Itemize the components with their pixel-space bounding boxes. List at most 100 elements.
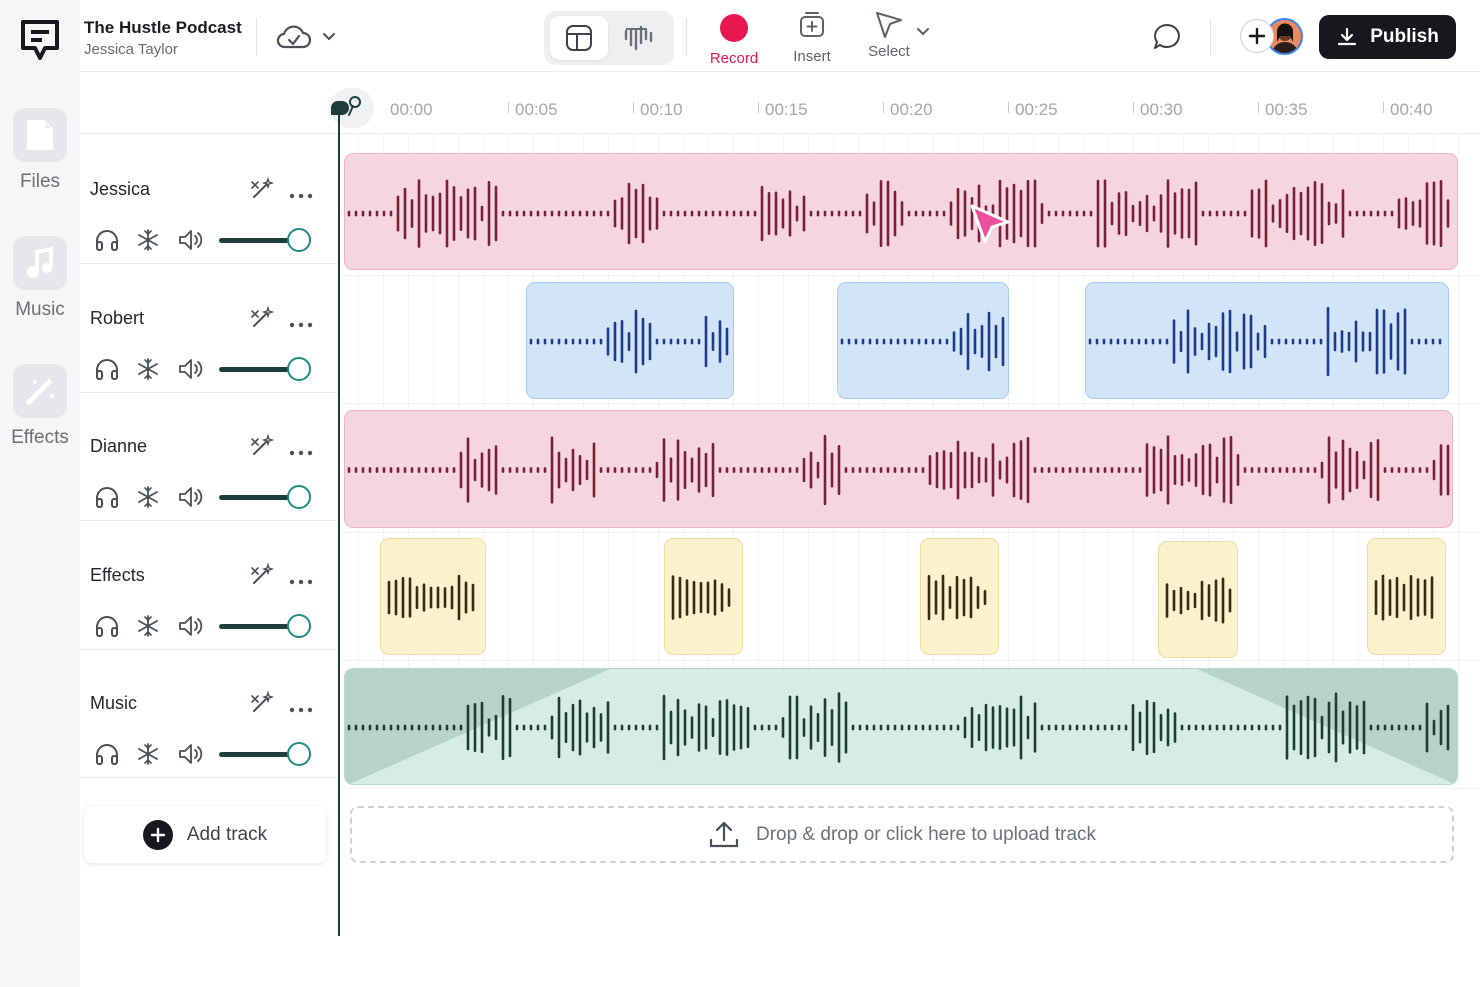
volume-slider-track[interactable] — [219, 238, 299, 243]
timeline-ruler[interactable]: 00:00 00:05 00:10 00:15 00:20 00:25 00:3… — [80, 72, 1480, 134]
cloud-sync-button[interactable] — [276, 20, 346, 54]
audio-clip[interactable] — [344, 410, 1453, 528]
sidebar-item-music[interactable]: Music — [0, 236, 80, 321]
divider — [256, 18, 257, 56]
volume-slider-handle[interactable] — [287, 742, 311, 766]
volume-slider-handle[interactable] — [287, 228, 311, 252]
audio-clip[interactable] — [1158, 541, 1238, 658]
record-dot-icon — [720, 14, 748, 42]
volume-slider-handle[interactable] — [287, 485, 311, 509]
freeze-icon[interactable] — [136, 742, 160, 771]
track-header: Effects — [80, 522, 338, 650]
playhead-line — [338, 108, 340, 936]
waveform — [347, 179, 1450, 248]
headphones-icon[interactable] — [94, 742, 120, 771]
magic-wand-icon[interactable] — [249, 433, 275, 464]
freeze-icon[interactable] — [136, 357, 160, 386]
layout-view-button[interactable] — [550, 16, 608, 60]
collaborator-cursor-icon — [970, 204, 1010, 244]
plus-circle-icon — [142, 819, 173, 850]
more-options-icon[interactable] — [289, 315, 313, 328]
speaker-icon[interactable] — [177, 485, 203, 514]
more-options-icon[interactable] — [289, 700, 313, 713]
audio-clip[interactable] — [344, 153, 1458, 270]
waveform-view-button[interactable] — [610, 16, 668, 60]
magic-wand-icon[interactable] — [249, 176, 275, 207]
layout-grid-icon — [566, 25, 592, 51]
volume-slider-track[interactable] — [219, 624, 299, 629]
audio-clip[interactable] — [380, 538, 486, 655]
sidebar-item-effects[interactable]: Effects — [0, 364, 80, 449]
track-name: Dianne — [90, 436, 148, 456]
chevron-down-icon — [917, 28, 929, 36]
invite-collaborator-button[interactable] — [1240, 19, 1274, 53]
waveform — [671, 575, 731, 620]
playhead-cap[interactable] — [331, 101, 349, 115]
audio-clip[interactable] — [664, 538, 743, 655]
headphones-icon[interactable] — [94, 228, 120, 257]
insert-button[interactable]: Insert — [784, 10, 840, 65]
speaker-icon[interactable] — [177, 357, 203, 386]
divider — [1210, 18, 1211, 56]
app-logo — [19, 18, 61, 62]
record-label: Record — [709, 50, 759, 67]
row-divider — [338, 660, 1480, 661]
volume-slider-handle[interactable] — [287, 614, 311, 638]
waveform — [529, 309, 729, 374]
add-track-button[interactable]: Add track — [84, 806, 326, 863]
headphones-icon[interactable] — [94, 485, 120, 514]
track-header: Jessica — [80, 136, 338, 264]
chevron-down-icon — [323, 33, 335, 41]
track-name: Music — [90, 693, 138, 713]
headphones-icon[interactable] — [94, 357, 120, 386]
magic-wand-icon — [13, 364, 67, 418]
volume-slider-track[interactable] — [219, 495, 299, 500]
waveform — [927, 574, 987, 621]
music-note-icon — [13, 236, 67, 290]
track-header: Dianne — [80, 393, 338, 521]
waveform — [1374, 574, 1434, 621]
waveform-icon — [624, 25, 653, 51]
more-options-icon[interactable] — [289, 186, 313, 199]
upload-dropzone[interactable]: Drop & drop or click here to upload trac… — [350, 806, 1454, 863]
row-divider — [338, 788, 1480, 789]
waveform — [1088, 306, 1442, 377]
insert-clip-icon — [800, 12, 824, 37]
more-options-icon[interactable] — [289, 443, 313, 456]
ruler-tick-label: 00:30 — [1140, 100, 1183, 119]
more-options-icon[interactable] — [289, 572, 313, 585]
marker-pin-icon[interactable] — [346, 95, 362, 117]
speaker-icon[interactable] — [177, 228, 203, 257]
waveform — [387, 574, 475, 621]
audio-clip[interactable] — [837, 282, 1009, 399]
magic-wand-icon[interactable] — [249, 690, 275, 721]
publish-button[interactable]: Publish — [1319, 15, 1456, 59]
volume-slider-handle[interactable] — [287, 357, 311, 381]
row-divider — [338, 403, 1480, 404]
audio-clip[interactable] — [344, 668, 1458, 785]
sidebar-item-files[interactable]: Files — [0, 108, 80, 193]
track-header: Robert — [80, 265, 338, 393]
volume-slider-track[interactable] — [219, 367, 299, 372]
headphones-icon[interactable] — [94, 614, 120, 643]
freeze-icon[interactable] — [136, 614, 160, 643]
freeze-icon[interactable] — [136, 485, 160, 514]
speaker-icon[interactable] — [177, 742, 203, 771]
volume-slider-track[interactable] — [219, 752, 299, 757]
magic-wand-icon[interactable] — [249, 562, 275, 593]
waveform — [345, 669, 1457, 784]
audio-clip[interactable] — [1367, 538, 1446, 655]
audio-clip[interactable] — [526, 282, 734, 399]
record-button[interactable]: Record — [706, 10, 762, 67]
divider — [686, 18, 687, 56]
speaker-icon[interactable] — [177, 614, 203, 643]
audio-clip[interactable] — [920, 538, 999, 655]
waveform — [1165, 577, 1232, 624]
ruler-tick-label: 00:35 — [1265, 100, 1308, 119]
audio-clip[interactable] — [1085, 282, 1449, 399]
comment-button[interactable] — [1152, 22, 1182, 52]
upload-label: Drop & drop or click here to upload trac… — [755, 823, 1097, 845]
select-button[interactable]: Select — [862, 10, 932, 60]
freeze-icon[interactable] — [136, 228, 160, 257]
magic-wand-icon[interactable] — [249, 305, 275, 336]
